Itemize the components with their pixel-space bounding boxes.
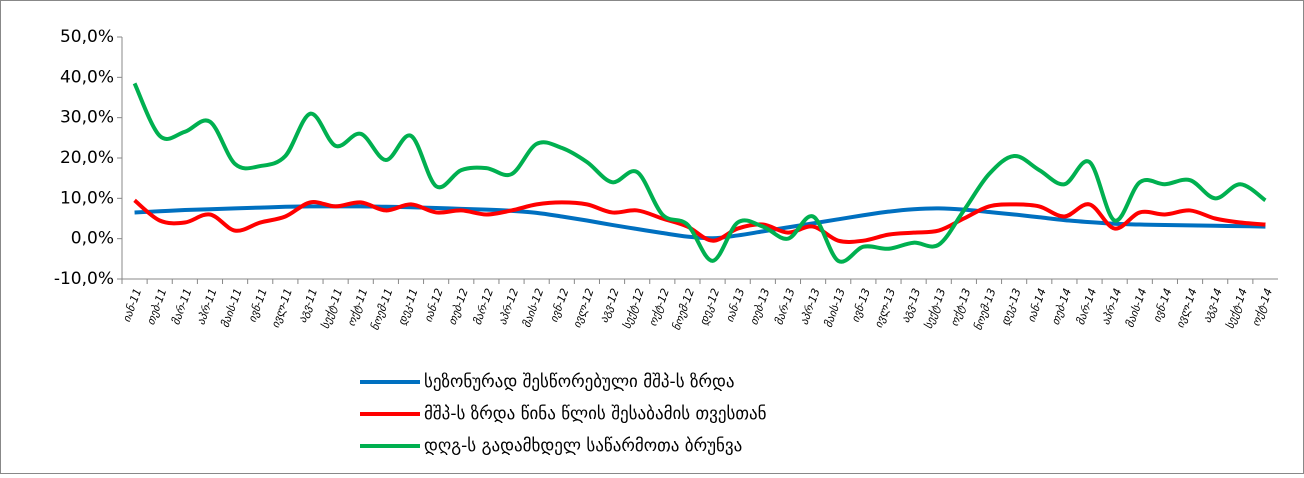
series-line xyxy=(134,204,1266,241)
y-tick-label: 50,0% xyxy=(60,27,114,47)
legend-label: დღგ-ს გადამხდელ საწარმოთა ბრუნვა xyxy=(424,436,742,456)
y-tick-label: 40,0% xyxy=(60,67,114,87)
series-line xyxy=(132,82,1267,264)
legend-label: მშპ-ს ზრდა წინა წლის შესაბამის თვესთან xyxy=(424,404,767,424)
y-tick-label: 20,0% xyxy=(60,148,114,168)
y-tick-label: 10,0% xyxy=(60,188,114,208)
y-tick-label: 0,0% xyxy=(71,229,114,249)
legend-label: სეზონურად შესწორებული მშპ-ს ზრდა xyxy=(424,372,735,392)
y-tick-label: 30,0% xyxy=(60,108,114,128)
y-tick-label: -10,0% xyxy=(54,269,114,289)
series-line xyxy=(133,198,1266,244)
